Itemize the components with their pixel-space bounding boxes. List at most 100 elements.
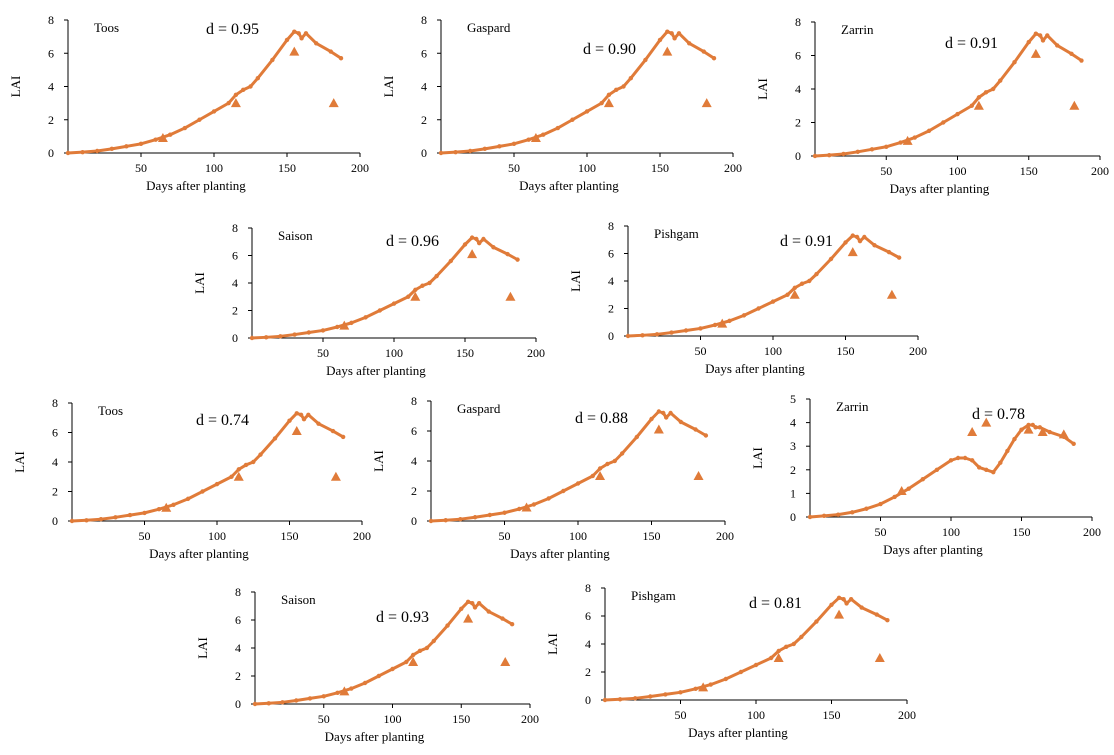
observed-point-triangle: [410, 291, 421, 301]
simulated-point: [491, 245, 496, 250]
y-tick-label: 6: [608, 247, 614, 261]
y-tick-label: 8: [585, 581, 591, 595]
chart-svg: 50 100 150 200 0 1 2 3 4 5 Days after planting LAI Z…: [750, 392, 1101, 557]
simulated-point: [672, 36, 677, 41]
simulated-point: [459, 606, 464, 611]
x-tick-label: 100: [578, 161, 596, 175]
simulated-point: [420, 283, 425, 288]
cultivar-label: Saison: [281, 592, 316, 607]
simulated-point: [272, 436, 278, 441]
simulated-point: [885, 618, 890, 623]
simulated-point: [884, 144, 889, 149]
cultivar-label: Pishgam: [631, 588, 676, 603]
y-tick-label: 8: [235, 585, 241, 599]
agreement-index-label: d = 0.96: [386, 233, 439, 250]
simulated-point: [340, 434, 346, 440]
simulated-point: [113, 515, 118, 520]
simulated-point: [676, 31, 682, 36]
simulated-point: [406, 294, 411, 299]
x-tick-label: 100: [942, 525, 960, 539]
simulated-point: [683, 328, 689, 333]
simulated-point: [634, 434, 639, 440]
simulated-point: [321, 694, 326, 699]
y-axis-label: LAI: [8, 76, 23, 98]
observed-point-triangle: [789, 289, 800, 299]
y-tick-label: 8: [52, 396, 58, 410]
simulated-point: [998, 78, 1003, 83]
x-tick-label: 50: [318, 712, 330, 726]
simulated-point: [481, 236, 486, 242]
y-tick-label: 6: [795, 49, 801, 63]
x-tick-label: 100: [205, 161, 223, 175]
observed-point-triangle: [896, 486, 907, 496]
simulated-point: [363, 315, 368, 320]
simulated-point: [390, 666, 395, 672]
simulated-point: [678, 419, 684, 425]
simulated-point: [633, 696, 638, 701]
simulated-point: [605, 461, 610, 467]
chart-panel-gaspard-1: 50 100 150 200 0 2 4 6 8 Days after planting LAI Ga…: [375, 8, 755, 218]
simulated-point: [258, 452, 263, 457]
simulated-point: [294, 411, 299, 416]
simulated-lai-line: [808, 423, 1076, 519]
simulated-point: [984, 467, 989, 472]
simulated-point: [590, 473, 595, 479]
y-tick-label: 6: [411, 424, 417, 438]
chart-panel-toos-1: 50 100 150 200 0 2 4 6 8 Days after planting LAI To…: [0, 8, 380, 218]
chart-panel-saison-2: 50 100 150 200 0 2 4 6 8 Days after planting LAI Sa…: [195, 585, 560, 755]
x-tick-label: 200: [1091, 164, 1109, 178]
simulated-point: [299, 36, 304, 41]
x-tick-label: 150: [1013, 525, 1031, 539]
simulated-point: [664, 415, 669, 420]
y-tick-label: 4: [411, 454, 417, 468]
observed-point-triangle: [500, 657, 511, 666]
simulated-point: [413, 287, 418, 293]
simulated-point: [841, 151, 846, 157]
chart-svg: 50 100 150 200 0 2 4 6 8 Days after planting LAI Sa…: [192, 221, 545, 378]
y-tick-label: 0: [585, 693, 591, 707]
x-tick-label: 50: [695, 344, 707, 358]
simulated-point: [248, 84, 253, 89]
simulated-point: [168, 132, 173, 137]
agreement-index-label: d = 0.95: [206, 21, 259, 38]
simulated-point: [955, 455, 961, 461]
x-axis-label: Days after planting: [510, 546, 610, 561]
simulated-point: [665, 29, 670, 34]
simulated-point: [703, 433, 709, 438]
y-tick-label: 6: [232, 249, 238, 263]
observed-point-triangle: [530, 133, 541, 143]
observed-point-triangle: [330, 471, 341, 481]
y-tick-label: 8: [48, 13, 54, 27]
x-tick-label: 200: [1083, 525, 1101, 539]
x-tick-label: 50: [508, 161, 520, 175]
simulated-point: [948, 458, 954, 463]
simulated-point: [687, 41, 692, 46]
simulated-point: [292, 332, 297, 337]
simulated-point: [349, 320, 354, 326]
simulated-point: [708, 682, 713, 687]
x-axis-label: Days after planting: [890, 181, 990, 196]
simulated-point: [617, 697, 623, 702]
chart-svg: 50 100 150 200 0 2 4 6 8 Days after planting LAI Pi…: [545, 581, 916, 740]
y-tick-label: 2: [790, 463, 796, 477]
chart-panel-pishgam-2: 50 100 150 200 0 2 4 6 8 Days after planting LAI Pi…: [545, 580, 925, 755]
simulated-point: [307, 696, 313, 701]
simulated-point: [597, 466, 603, 471]
y-tick-label: 5: [790, 392, 796, 406]
y-tick-label: 2: [421, 113, 427, 127]
simulated-point: [428, 518, 434, 524]
chart-svg: 50 100 150 200 0 2 4 6 8 Days after planting LAI To…: [12, 396, 371, 561]
observed-point-triangle: [902, 135, 913, 145]
observed-point-triangle: [773, 653, 784, 662]
y-tick-label: 3: [790, 439, 796, 453]
simulated-point: [575, 481, 581, 486]
y-tick-label: 8: [795, 15, 801, 29]
simulated-point: [502, 510, 507, 515]
simulated-point: [243, 462, 249, 468]
simulated-point: [602, 697, 608, 703]
simulated-point: [977, 465, 982, 470]
simulated-point: [197, 117, 202, 122]
x-tick-label: 150: [651, 161, 669, 175]
simulated-point: [404, 659, 409, 665]
observed-point-triangle: [291, 426, 302, 436]
